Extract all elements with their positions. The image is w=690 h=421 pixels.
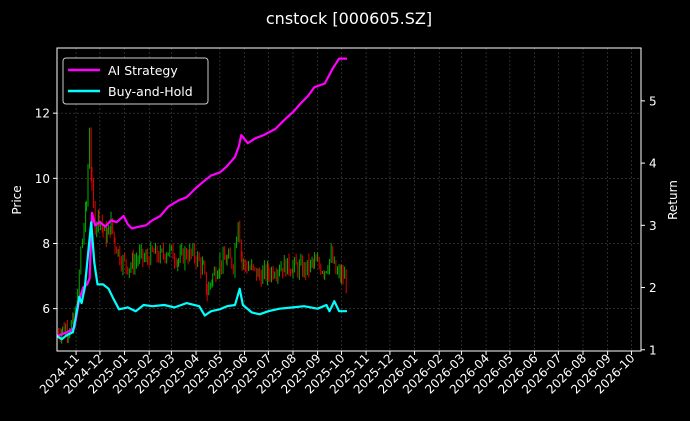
legend: AI Strategy Buy-and-Hold (62, 57, 209, 105)
chart-title: cnstock [000605.SZ] (266, 9, 432, 28)
y-axis-right-label: Return (666, 180, 680, 220)
y-axis-left-label: Price (10, 185, 24, 214)
ai-strategy-line (56, 57, 347, 338)
y-left-tick-label: 12 (35, 107, 50, 121)
y-right-tick-label: 3 (649, 219, 657, 233)
price-candles (56, 127, 347, 344)
y-left-tick-label: 10 (35, 172, 50, 186)
y-left-tick-label: 6 (42, 302, 50, 316)
legend-label-buy-and-hold: Buy-and-Hold (108, 84, 193, 99)
y-right-tick-label: 5 (649, 94, 657, 108)
y-right-tick-label: 2 (649, 281, 657, 295)
grid (57, 48, 641, 351)
y-left-tick-label: 8 (42, 237, 50, 251)
buy-and-hold-line (56, 221, 347, 341)
legend-label-ai-strategy: AI Strategy (108, 63, 178, 78)
return-lines (56, 57, 347, 341)
plot-frame (56, 47, 642, 352)
y-right-tick-label: 1 (649, 343, 657, 357)
y-right-tick-label: 4 (649, 157, 657, 171)
